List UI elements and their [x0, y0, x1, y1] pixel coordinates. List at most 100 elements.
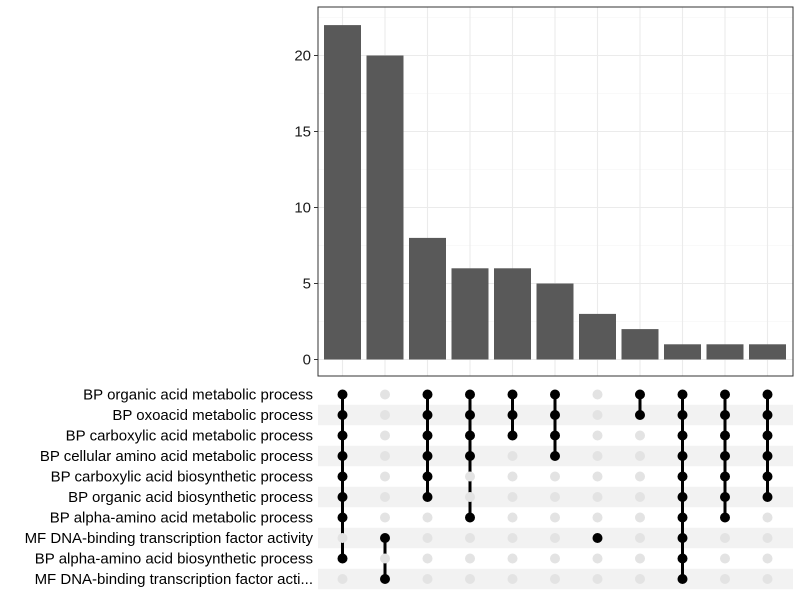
bar [706, 344, 744, 360]
set-label: MF DNA-binding transcription factor acti… [25, 530, 314, 547]
set-label: BP organic acid metabolic process [83, 387, 313, 404]
matrix-dot-active [465, 410, 475, 420]
matrix-dot-active [465, 389, 475, 400]
matrix-dot-active [422, 410, 433, 420]
matrix-dot-inactive [635, 574, 645, 584]
matrix-dot-inactive [507, 553, 518, 564]
set-label: BP organic acid biosynthetic process [68, 489, 313, 506]
matrix-dot-active [465, 430, 475, 441]
matrix-dot-inactive [550, 553, 560, 564]
intersection-matrix: BP organic acid metabolic process BP oxoa… [25, 387, 793, 590]
bar [494, 268, 531, 360]
matrix-dot-inactive [550, 512, 560, 523]
matrix-dot-active [337, 430, 348, 441]
matrix-dot-inactive [465, 471, 475, 482]
matrix-dot-inactive [507, 533, 518, 543]
matrix-dot-active [550, 389, 560, 400]
matrix-dot-active [720, 410, 730, 420]
matrix-dot-inactive [592, 492, 603, 502]
set-label: BP alpha-amino acid biosynthetic process [35, 551, 313, 568]
matrix-dot-inactive [762, 533, 773, 543]
matrix-dot-inactive [635, 492, 645, 502]
matrix-dot-active [720, 430, 730, 441]
matrix-dot-inactive [550, 471, 560, 482]
matrix-dot-active [380, 574, 390, 584]
matrix-dot-inactive [635, 471, 645, 482]
matrix-dot-inactive [592, 471, 603, 482]
matrix-dot-active [337, 492, 348, 502]
matrix-dot-inactive [380, 430, 390, 441]
matrix-dot-inactive [592, 574, 603, 584]
matrix-dot-inactive [762, 553, 773, 564]
matrix-dot-active [465, 512, 475, 523]
matrix-dot-inactive [380, 471, 390, 482]
matrix-dot-active [337, 512, 348, 523]
matrix-dot-active [635, 410, 645, 420]
matrix-dot-inactive [720, 574, 730, 584]
matrix-dot-active [762, 410, 773, 420]
matrix-dot-inactive [550, 533, 560, 543]
matrix-dot-inactive [592, 553, 603, 564]
matrix-dot-active [507, 430, 518, 441]
matrix-dot-inactive [380, 389, 390, 400]
y-tick-label: 10 [294, 200, 311, 217]
matrix-dot-inactive [507, 451, 518, 461]
matrix-dot-inactive [592, 451, 603, 461]
matrix-dot-active [465, 451, 475, 461]
bar [664, 344, 701, 360]
matrix-dot-inactive [635, 451, 645, 461]
matrix-dot-active [550, 451, 560, 461]
bar-panel: 0 5 10 15 20 [294, 6, 794, 377]
matrix-dot-active [677, 410, 688, 420]
matrix-dot-inactive [762, 512, 773, 523]
matrix-dot-inactive [592, 512, 603, 523]
y-tick-label: 15 [294, 124, 311, 141]
matrix-dot-active [720, 512, 730, 523]
matrix-dot-active [337, 451, 348, 461]
matrix-dot-active [422, 389, 433, 400]
matrix-dot-inactive [380, 512, 390, 523]
matrix-dot-inactive [507, 471, 518, 482]
matrix-dot-active [762, 389, 773, 400]
bar [324, 25, 361, 360]
matrix-dot-active [422, 451, 433, 461]
bar [749, 344, 786, 360]
matrix-dot-active [677, 471, 688, 482]
matrix-dot-inactive [380, 553, 390, 564]
matrix-dot-active [507, 389, 518, 400]
matrix-dot-active [337, 471, 348, 482]
matrix-dot-active [762, 451, 773, 461]
matrix-dot-active [380, 533, 390, 543]
matrix-dot-inactive [550, 574, 560, 584]
matrix-dot-inactive [592, 389, 603, 400]
matrix-dot-active [720, 492, 730, 502]
matrix-dot-active [422, 492, 433, 502]
matrix-dot-active [635, 389, 645, 400]
matrix-dot-active [677, 553, 688, 564]
matrix-dot-active [507, 410, 518, 420]
set-label: BP cellular amino acid metabolic process [40, 448, 313, 465]
matrix-dot-active [720, 451, 730, 461]
matrix-dot-active [720, 389, 730, 400]
matrix-dot-inactive [720, 553, 730, 564]
matrix-dot-inactive [507, 492, 518, 502]
matrix-dot-inactive [422, 553, 433, 564]
matrix-dot-active [550, 430, 560, 441]
matrix-dot-inactive [465, 533, 475, 543]
bar [621, 329, 659, 360]
matrix-dot-inactive [635, 553, 645, 564]
bar [536, 283, 574, 360]
matrix-dot-active [720, 471, 730, 482]
matrix-dot-inactive [422, 512, 433, 523]
matrix-dot-inactive [592, 410, 603, 420]
matrix-dot-inactive [465, 492, 475, 502]
matrix-dot-inactive [337, 574, 348, 584]
matrix-dot-active [677, 430, 688, 441]
matrix-dot-active [550, 410, 560, 420]
matrix-dot-inactive [720, 533, 730, 543]
matrix-dot-inactive [507, 512, 518, 523]
matrix-dot-inactive [762, 574, 773, 584]
matrix-dot-active [677, 574, 688, 584]
matrix-dot-inactive [422, 574, 433, 584]
